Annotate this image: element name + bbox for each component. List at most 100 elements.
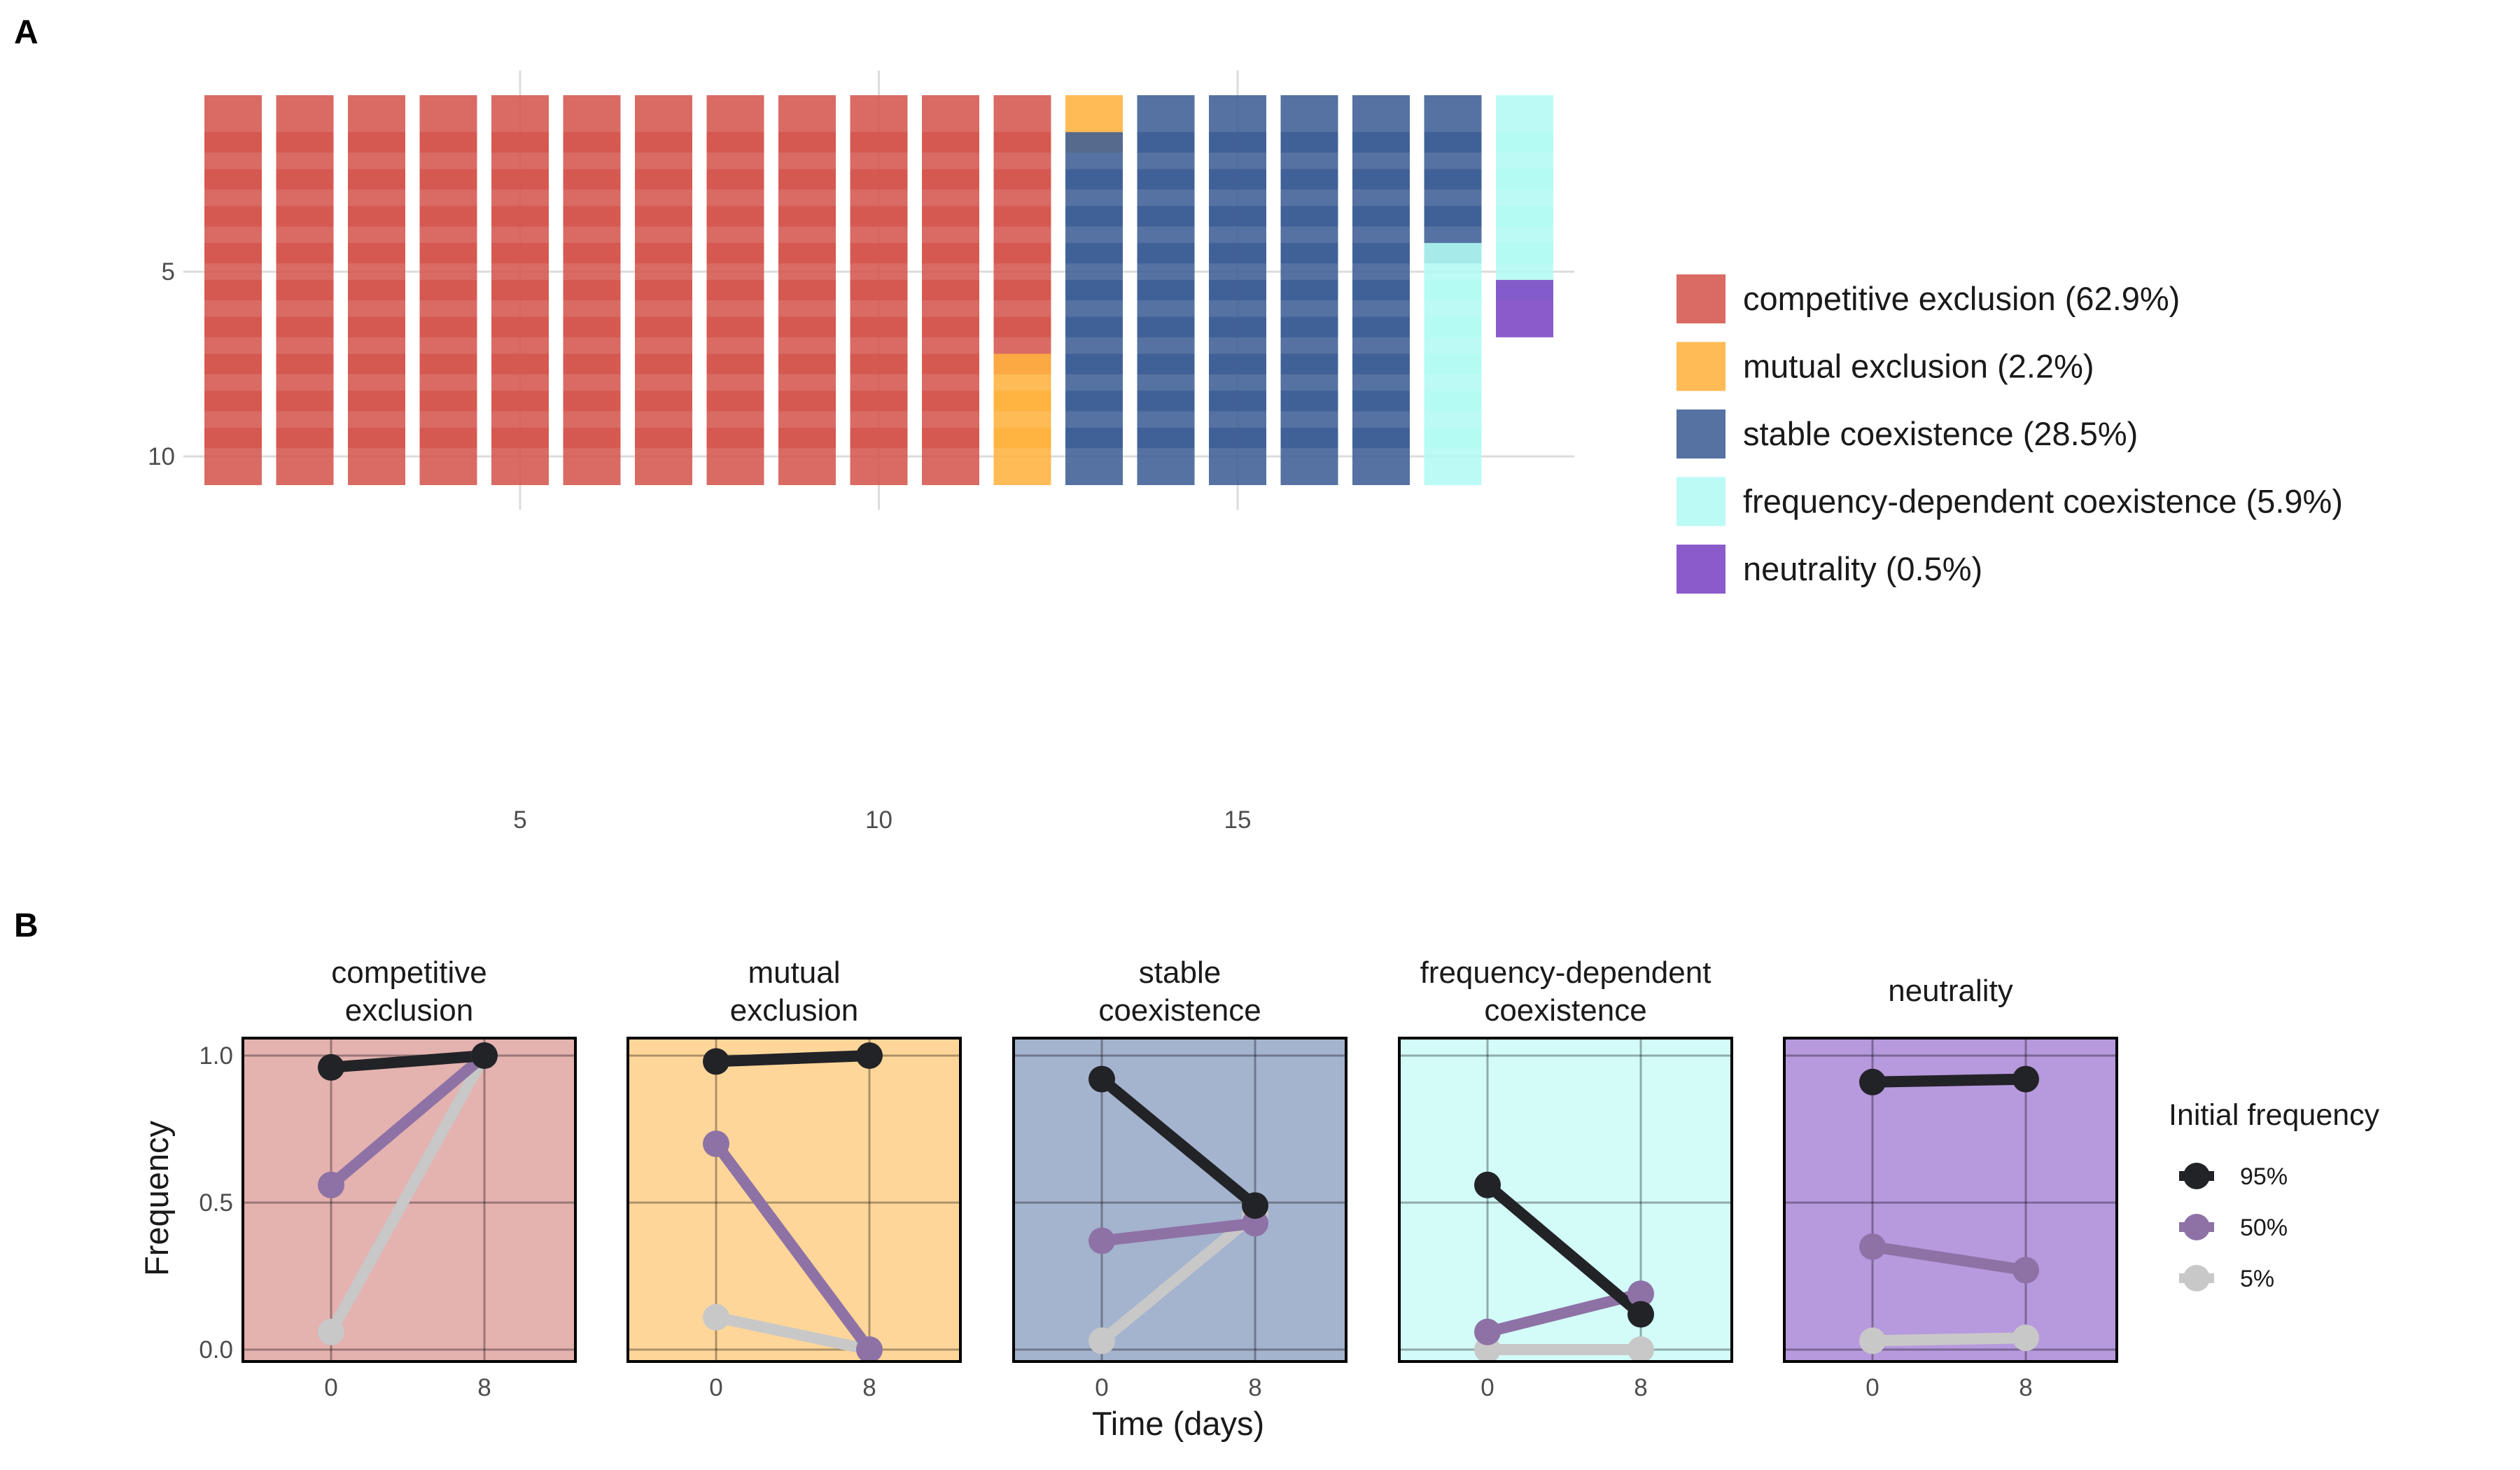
waffle-x-tick-label: 15 bbox=[1224, 806, 1252, 834]
waffle-tile-stable-coexistence bbox=[1137, 428, 1195, 485]
series-point-50 bbox=[1859, 1233, 1886, 1260]
waffle-tile-competitive-exclusion bbox=[635, 428, 692, 485]
initial-frequency-legend: Initial frequency 95% 50% 5% bbox=[2169, 1098, 2380, 1292]
facet-x-tick-label: 8 bbox=[477, 1374, 491, 1401]
series-line-50 bbox=[1101, 1217, 1256, 1247]
series-point-95 bbox=[1088, 1065, 1115, 1093]
legend-label-mutual-exclusion: mutual exclusion (2.2%) bbox=[1743, 348, 2094, 385]
series-point-95 bbox=[1242, 1192, 1268, 1219]
facet-x-tick-label: 8 bbox=[1634, 1374, 1647, 1401]
series-line-95 bbox=[715, 1050, 870, 1068]
series-line-5 bbox=[1098, 1210, 1259, 1345]
series-line-5 bbox=[1872, 1332, 2026, 1347]
series-line-95 bbox=[330, 1050, 485, 1073]
series-point-95 bbox=[1859, 1068, 1886, 1096]
facet-title: frequency-dependent bbox=[1420, 955, 1712, 990]
waffle-tile-stable-coexistence bbox=[1209, 428, 1266, 485]
facet-x-tick-label: 8 bbox=[862, 1374, 876, 1401]
facet-x-tick-label: 0 bbox=[1095, 1374, 1108, 1401]
facet-x-tick-label: 8 bbox=[2019, 1374, 2032, 1401]
legend-swatch-competitive-exclusion bbox=[1676, 274, 1726, 323]
facet-border bbox=[626, 1037, 962, 1363]
waffle-tile-competitive-exclusion bbox=[419, 428, 477, 485]
series-point-50 bbox=[1628, 1280, 1654, 1308]
series-point-50 bbox=[1474, 1318, 1501, 1345]
panel-label-a: A bbox=[14, 14, 38, 51]
waffle-tile-competitive-exclusion bbox=[922, 428, 979, 485]
series-line-95 bbox=[1872, 1073, 2026, 1088]
facet-neutrality: neutrality 0 8 bbox=[1783, 974, 2118, 1401]
series-line-50 bbox=[1871, 1241, 2027, 1276]
series-point-5 bbox=[1628, 1336, 1654, 1363]
series-point-95 bbox=[703, 1048, 729, 1075]
legend-label-5: 5% bbox=[2240, 1266, 2274, 1292]
facet-title: mutual bbox=[748, 955, 840, 990]
waffle-x-tick-label: 5 bbox=[513, 806, 526, 834]
waffle-tile-competitive-exclusion bbox=[204, 428, 262, 485]
facet-x-tick-label: 0 bbox=[709, 1374, 722, 1401]
x-axis-title: Time (days) bbox=[1092, 1405, 1264, 1442]
facet-border bbox=[241, 1037, 577, 1363]
facet-x-tick-label: 0 bbox=[1480, 1374, 1494, 1401]
facet-x-tick-label: 8 bbox=[1248, 1374, 1261, 1401]
waffle-tile-competitive-exclusion bbox=[348, 428, 405, 485]
legend-key-point-50 bbox=[2183, 1214, 2210, 1240]
series-point-50 bbox=[703, 1130, 729, 1157]
waffle-y-tick-label: 10 bbox=[148, 443, 175, 470]
waffle-tile-competitive-exclusion bbox=[276, 428, 334, 485]
legend-label-frequency-dependent-coexistence: frequency-dependent coexistence (5.9%) bbox=[1743, 483, 2343, 520]
waffle-tile-competitive-exclusion bbox=[491, 428, 549, 485]
y-tick-label: 0.5 bbox=[199, 1189, 233, 1217]
facet-x-tick-label: 0 bbox=[324, 1374, 337, 1401]
series-line-95 bbox=[1483, 1180, 1645, 1319]
waffle-legend: competitive exclusion (62.9%) mutual excl… bbox=[1676, 274, 2343, 594]
facet-x-tick-label: 0 bbox=[1865, 1374, 1879, 1401]
legend-label-neutrality: neutrality (0.5%) bbox=[1743, 550, 1982, 587]
legend-key-point-95 bbox=[2183, 1163, 2210, 1189]
series-point-50 bbox=[856, 1336, 883, 1363]
series-point-50 bbox=[318, 1171, 344, 1198]
legend-label-50: 50% bbox=[2240, 1214, 2288, 1241]
facet-border bbox=[1398, 1037, 1733, 1363]
facet-background bbox=[628, 1038, 960, 1362]
series-point-95 bbox=[856, 1042, 883, 1069]
facet-background bbox=[1784, 1038, 2117, 1362]
legend-swatch-mutual-exclusion bbox=[1676, 342, 1726, 391]
legend-swatch-neutrality bbox=[1676, 545, 1726, 594]
facet-title: coexistence bbox=[1098, 993, 1261, 1028]
waffle-tick-labels: 5 10 15 5 10 bbox=[148, 258, 1251, 834]
facet-title: coexistence bbox=[1484, 993, 1646, 1028]
facet-title: exclusion bbox=[345, 993, 473, 1028]
legend-swatch-stable-coexistence bbox=[1676, 410, 1726, 458]
waffle-tile-competitive-exclusion bbox=[850, 428, 908, 485]
waffle-tiles bbox=[204, 95, 1553, 485]
series-point-95 bbox=[1474, 1171, 1501, 1198]
series-line-50 bbox=[1486, 1288, 1642, 1338]
series-point-50 bbox=[1088, 1227, 1115, 1254]
facet-background bbox=[1014, 1038, 1346, 1362]
waffle-tile-mutual-exclusion bbox=[993, 428, 1051, 485]
waffle-x-tick-label: 10 bbox=[865, 806, 892, 834]
series-point-5 bbox=[2012, 1324, 2039, 1352]
legend-key-point-5 bbox=[2183, 1265, 2210, 1292]
legend-label-stable-coexistence: stable coexistence (28.5%) bbox=[1743, 415, 2138, 452]
waffle-tile-frequency-dependent-coexistence bbox=[1424, 428, 1482, 485]
legend-title: Initial frequency bbox=[2169, 1098, 2380, 1132]
y-tick-label: 1.0 bbox=[199, 1042, 233, 1070]
y-axis-title: Frequency bbox=[138, 1120, 175, 1276]
series-point-95 bbox=[471, 1042, 498, 1069]
series-point-50 bbox=[2012, 1256, 2039, 1284]
series-point-5 bbox=[703, 1303, 729, 1331]
waffle-tile-competitive-exclusion bbox=[706, 428, 764, 485]
facet-title: stable bbox=[1139, 955, 1221, 990]
waffle-tile-stable-coexistence bbox=[1065, 428, 1123, 485]
legend-label-95: 95% bbox=[2240, 1163, 2288, 1190]
waffle-tile-competitive-exclusion bbox=[778, 428, 836, 485]
panel-label-b: B bbox=[14, 907, 38, 944]
